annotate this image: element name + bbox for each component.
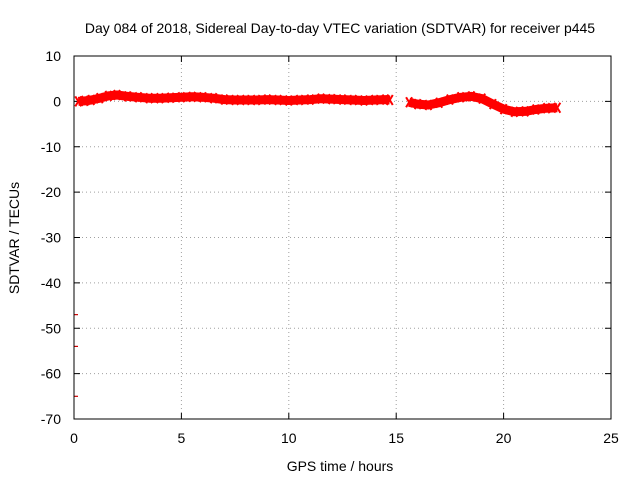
data-point [177,91,186,103]
data-point [87,94,96,106]
y-tick-label: -70 [41,411,61,427]
y-axis-label: SDTVAR / TECUs [6,182,22,294]
x-tick-label: 15 [388,430,404,446]
data-point [123,90,132,102]
data-point [231,94,239,106]
y-tick-label: 0 [53,93,61,109]
data-point [413,98,422,110]
label-layer: 0 5 10 15 20 25 -70 -60 -50 -40 -30 -20 -10 0 10 [41,48,619,446]
data-point [156,92,164,104]
data-point [134,91,143,103]
data-point [209,92,218,104]
y-tick-label: -10 [41,139,61,155]
data-point [284,94,293,106]
data-point [145,92,154,104]
data-point [424,99,433,111]
data-point [553,102,562,114]
chart-title: Day 084 of 2018, Sidereal Day-to-day VTE… [85,20,595,36]
data-point [199,91,207,103]
data-point [489,98,497,110]
data-point [531,104,540,116]
data-point [188,91,196,103]
data-point [521,105,529,117]
data-point [456,91,465,103]
data-point [104,90,113,102]
data-point [274,94,282,106]
y-tick-label: -20 [41,184,61,200]
data-point [446,94,454,106]
data-point [80,95,89,107]
series-layer [74,89,562,397]
data-point [295,94,304,106]
data-point [499,103,508,115]
data-point [435,97,444,109]
y-tick-label: -30 [41,230,61,246]
data-point [306,94,315,106]
data-point [166,92,175,104]
data-point [510,106,519,118]
data-point [220,94,229,106]
data-point [252,94,261,106]
data-point [542,102,551,114]
x-axis-label: GPS time / hours [287,458,394,474]
x-tick-label: 20 [496,430,512,446]
data-point [349,94,358,106]
x-tick-label: 5 [178,430,186,446]
x-tick-label: 10 [281,430,297,446]
y-tick-label: -60 [41,366,61,382]
data-point [370,94,379,106]
data-point [405,96,413,108]
data-point [385,94,394,106]
data-point [113,89,121,101]
y-tick-label: -50 [41,320,61,336]
data-point [467,90,476,102]
series-line-1 [77,90,391,106]
y-tick-label: -40 [41,275,61,291]
data-point [327,93,336,105]
y-tick-label: 10 [45,48,61,64]
data-point [338,94,347,106]
data-point [317,93,325,105]
x-tick-label: 0 [70,430,78,446]
data-point [478,93,486,105]
x-tick-label: 25 [603,430,619,446]
data-point [241,94,250,106]
data-point [263,94,272,106]
data-point [95,92,104,104]
data-point [74,95,83,107]
plot-frame [73,55,612,420]
data-point [360,94,368,106]
